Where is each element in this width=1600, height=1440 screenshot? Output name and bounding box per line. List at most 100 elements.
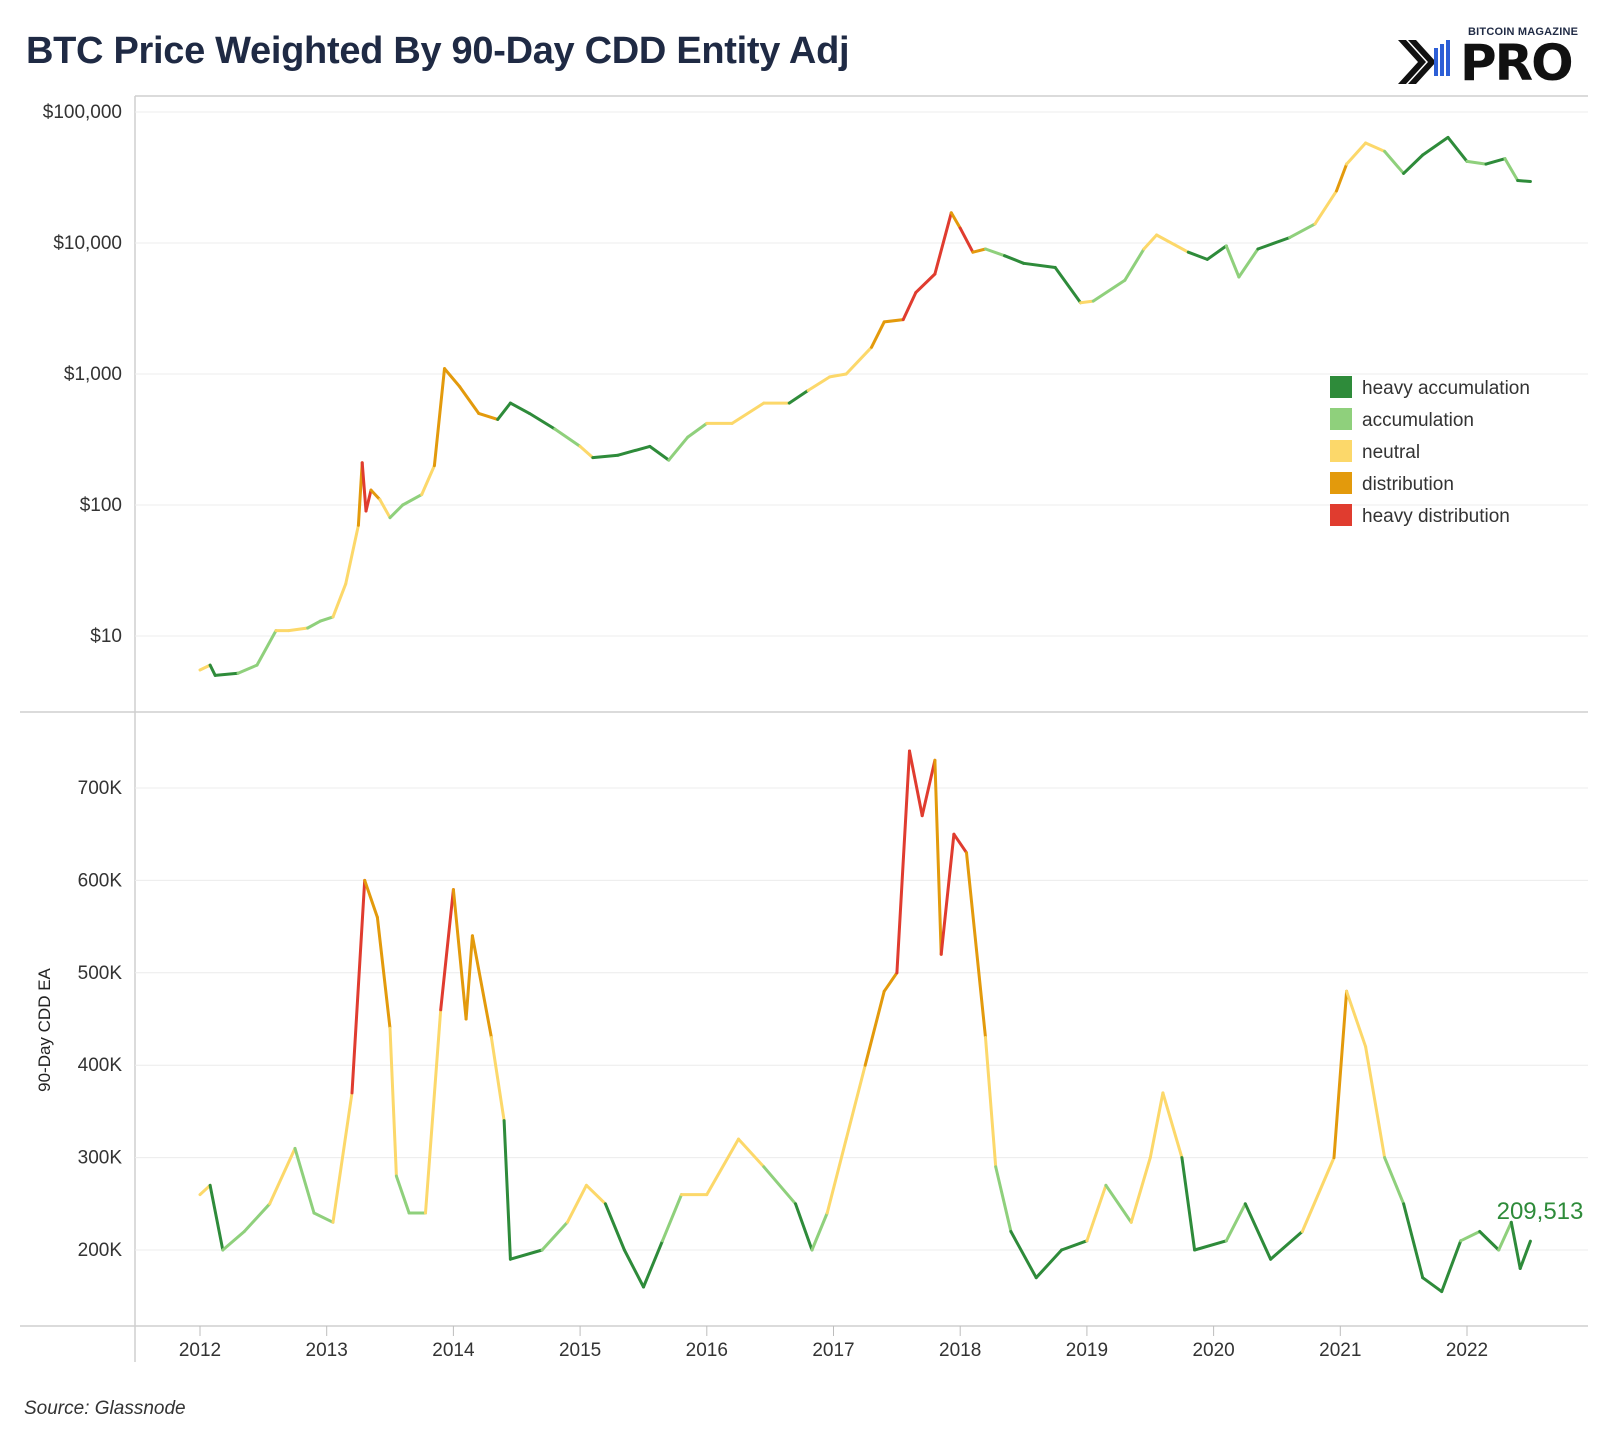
price-line-segment: [208, 663, 217, 677]
x-tick-label: 2018: [939, 1340, 981, 1361]
x-tick-label: 2015: [559, 1340, 601, 1361]
cdd-line-segment: [810, 1211, 829, 1252]
chart-title: BTC Price Weighted By 90-Day CDD Entity …: [26, 30, 850, 72]
price-line-segment: [213, 671, 240, 677]
cdd-line-segment: [470, 934, 493, 1039]
cdd-line-segment: [242, 1202, 272, 1233]
cdd-y-tick-label: 700K: [78, 778, 123, 799]
x-tick-label: 2012: [179, 1340, 221, 1361]
cdd-line-segment: [221, 1230, 246, 1252]
cdd-line-segment: [1148, 1091, 1165, 1160]
price-line-segment: [1142, 233, 1159, 251]
cdd-line-segment: [952, 832, 968, 855]
price-line-segment: [1465, 159, 1488, 166]
price-line-segment: [360, 461, 368, 513]
price-line-segment: [686, 421, 709, 439]
price-line-segment: [1421, 135, 1450, 157]
price-line-segment: [933, 211, 953, 276]
panel-frames: [20, 95, 1588, 1362]
legend-swatch: [1330, 376, 1352, 398]
price-line-segment: [1402, 153, 1425, 175]
cdd-line-segment: [1518, 1239, 1532, 1270]
price-line-segment: [958, 226, 975, 254]
price-line-segment: [1155, 233, 1190, 254]
cdd-line-segment: [1421, 1276, 1444, 1294]
source-note: Source: Glassnode: [24, 1398, 186, 1419]
cdd-line-segment: [939, 832, 956, 956]
price-line-segment: [971, 247, 987, 254]
last-value-label: 209,513: [1497, 1198, 1584, 1225]
cdd-y-axis-label: 90-Day CDD EA: [35, 967, 54, 1091]
price-line-segment: [369, 488, 382, 502]
price-series-line: [198, 135, 1532, 677]
price-y-tick-label: $10: [90, 626, 122, 647]
cdd-line-segment: [1034, 1248, 1064, 1280]
price-line-segment: [806, 375, 832, 392]
price-line-segment: [420, 464, 436, 497]
cdd-line-segment: [439, 888, 455, 1012]
price-line-segment: [1288, 222, 1317, 240]
price-line-segment: [1383, 149, 1406, 175]
cdd-line-segment: [882, 971, 899, 993]
legend-label: distribution: [1362, 474, 1454, 495]
cdd-line-segment: [1345, 989, 1368, 1049]
cdd-line-segment: [1104, 1183, 1133, 1224]
price-line-segment: [578, 444, 595, 460]
cdd-line-segment: [1459, 1230, 1482, 1243]
legend-swatch: [1330, 440, 1352, 462]
x-tick-label: 2019: [1066, 1340, 1108, 1361]
cdd-line-segment: [1060, 1239, 1089, 1252]
cdd-line-segment: [984, 1036, 998, 1169]
price-line-segment: [432, 367, 446, 468]
cdd-line-segment: [908, 749, 924, 818]
cdd-line-segment: [464, 934, 474, 1021]
price-line-segment: [1313, 189, 1338, 226]
price-line-segment: [458, 385, 481, 415]
price-line-segment: [1205, 244, 1228, 261]
cdd-y-axis-ticks: 200K 300K 400K 500K 600K 700K: [78, 778, 123, 1261]
cdd-line-segment: [1383, 1156, 1406, 1206]
cdd-line-segment: [198, 1183, 212, 1197]
price-line-segment: [508, 401, 531, 415]
cdd-line-segment: [565, 1183, 588, 1224]
cdd-line-segment: [863, 989, 886, 1067]
price-line-segment: [730, 401, 766, 425]
price-line-segment: [901, 290, 918, 322]
cdd-line-segment: [540, 1220, 569, 1252]
cdd-line-segment: [312, 1211, 335, 1224]
cdd-line-segment: [1509, 1220, 1522, 1270]
cdd-line-segment: [1402, 1202, 1425, 1280]
cdd-line-segment: [933, 758, 943, 956]
legend-swatch: [1330, 504, 1352, 526]
cdd-line-segment: [584, 1183, 607, 1206]
price-line-segment: [787, 388, 810, 405]
x-tick-label: 2020: [1192, 1340, 1234, 1361]
cdd-line-segment: [661, 1193, 683, 1243]
logo-main-text: PRO: [1460, 34, 1574, 92]
cdd-line-segment: [375, 915, 392, 1030]
price-line-segment: [1186, 250, 1209, 261]
cdd-line-segment: [1440, 1239, 1463, 1294]
price-y-tick-label: $10,000: [53, 233, 122, 254]
cdd-line-segment: [388, 1026, 398, 1178]
legend-label: accumulation: [1362, 410, 1474, 431]
price-line-segment: [364, 488, 373, 513]
price-line-segment: [331, 582, 348, 619]
legend-label: heavy accumulation: [1362, 378, 1530, 399]
cdd-line-segment: [502, 1119, 512, 1261]
cdd-series-line: [198, 749, 1532, 1294]
price-line-segment: [1516, 179, 1532, 183]
cdd-line-segment: [451, 888, 468, 1021]
cdd-line-segment: [1085, 1183, 1108, 1243]
cdd-line-segment: [1161, 1091, 1184, 1160]
cdd-line-segment: [825, 1137, 848, 1215]
cdd-line-segment: [508, 1248, 544, 1261]
cdd-line-segment: [1180, 1156, 1197, 1252]
cdd-line-segment: [331, 1091, 354, 1224]
price-line-segment: [1237, 247, 1260, 279]
cdd-line-segment: [363, 878, 379, 919]
x-tick-label: 2016: [686, 1340, 728, 1361]
cdd-line-segment: [1224, 1202, 1247, 1243]
price-line-segment: [1345, 141, 1368, 166]
price-line-segment: [318, 615, 335, 623]
